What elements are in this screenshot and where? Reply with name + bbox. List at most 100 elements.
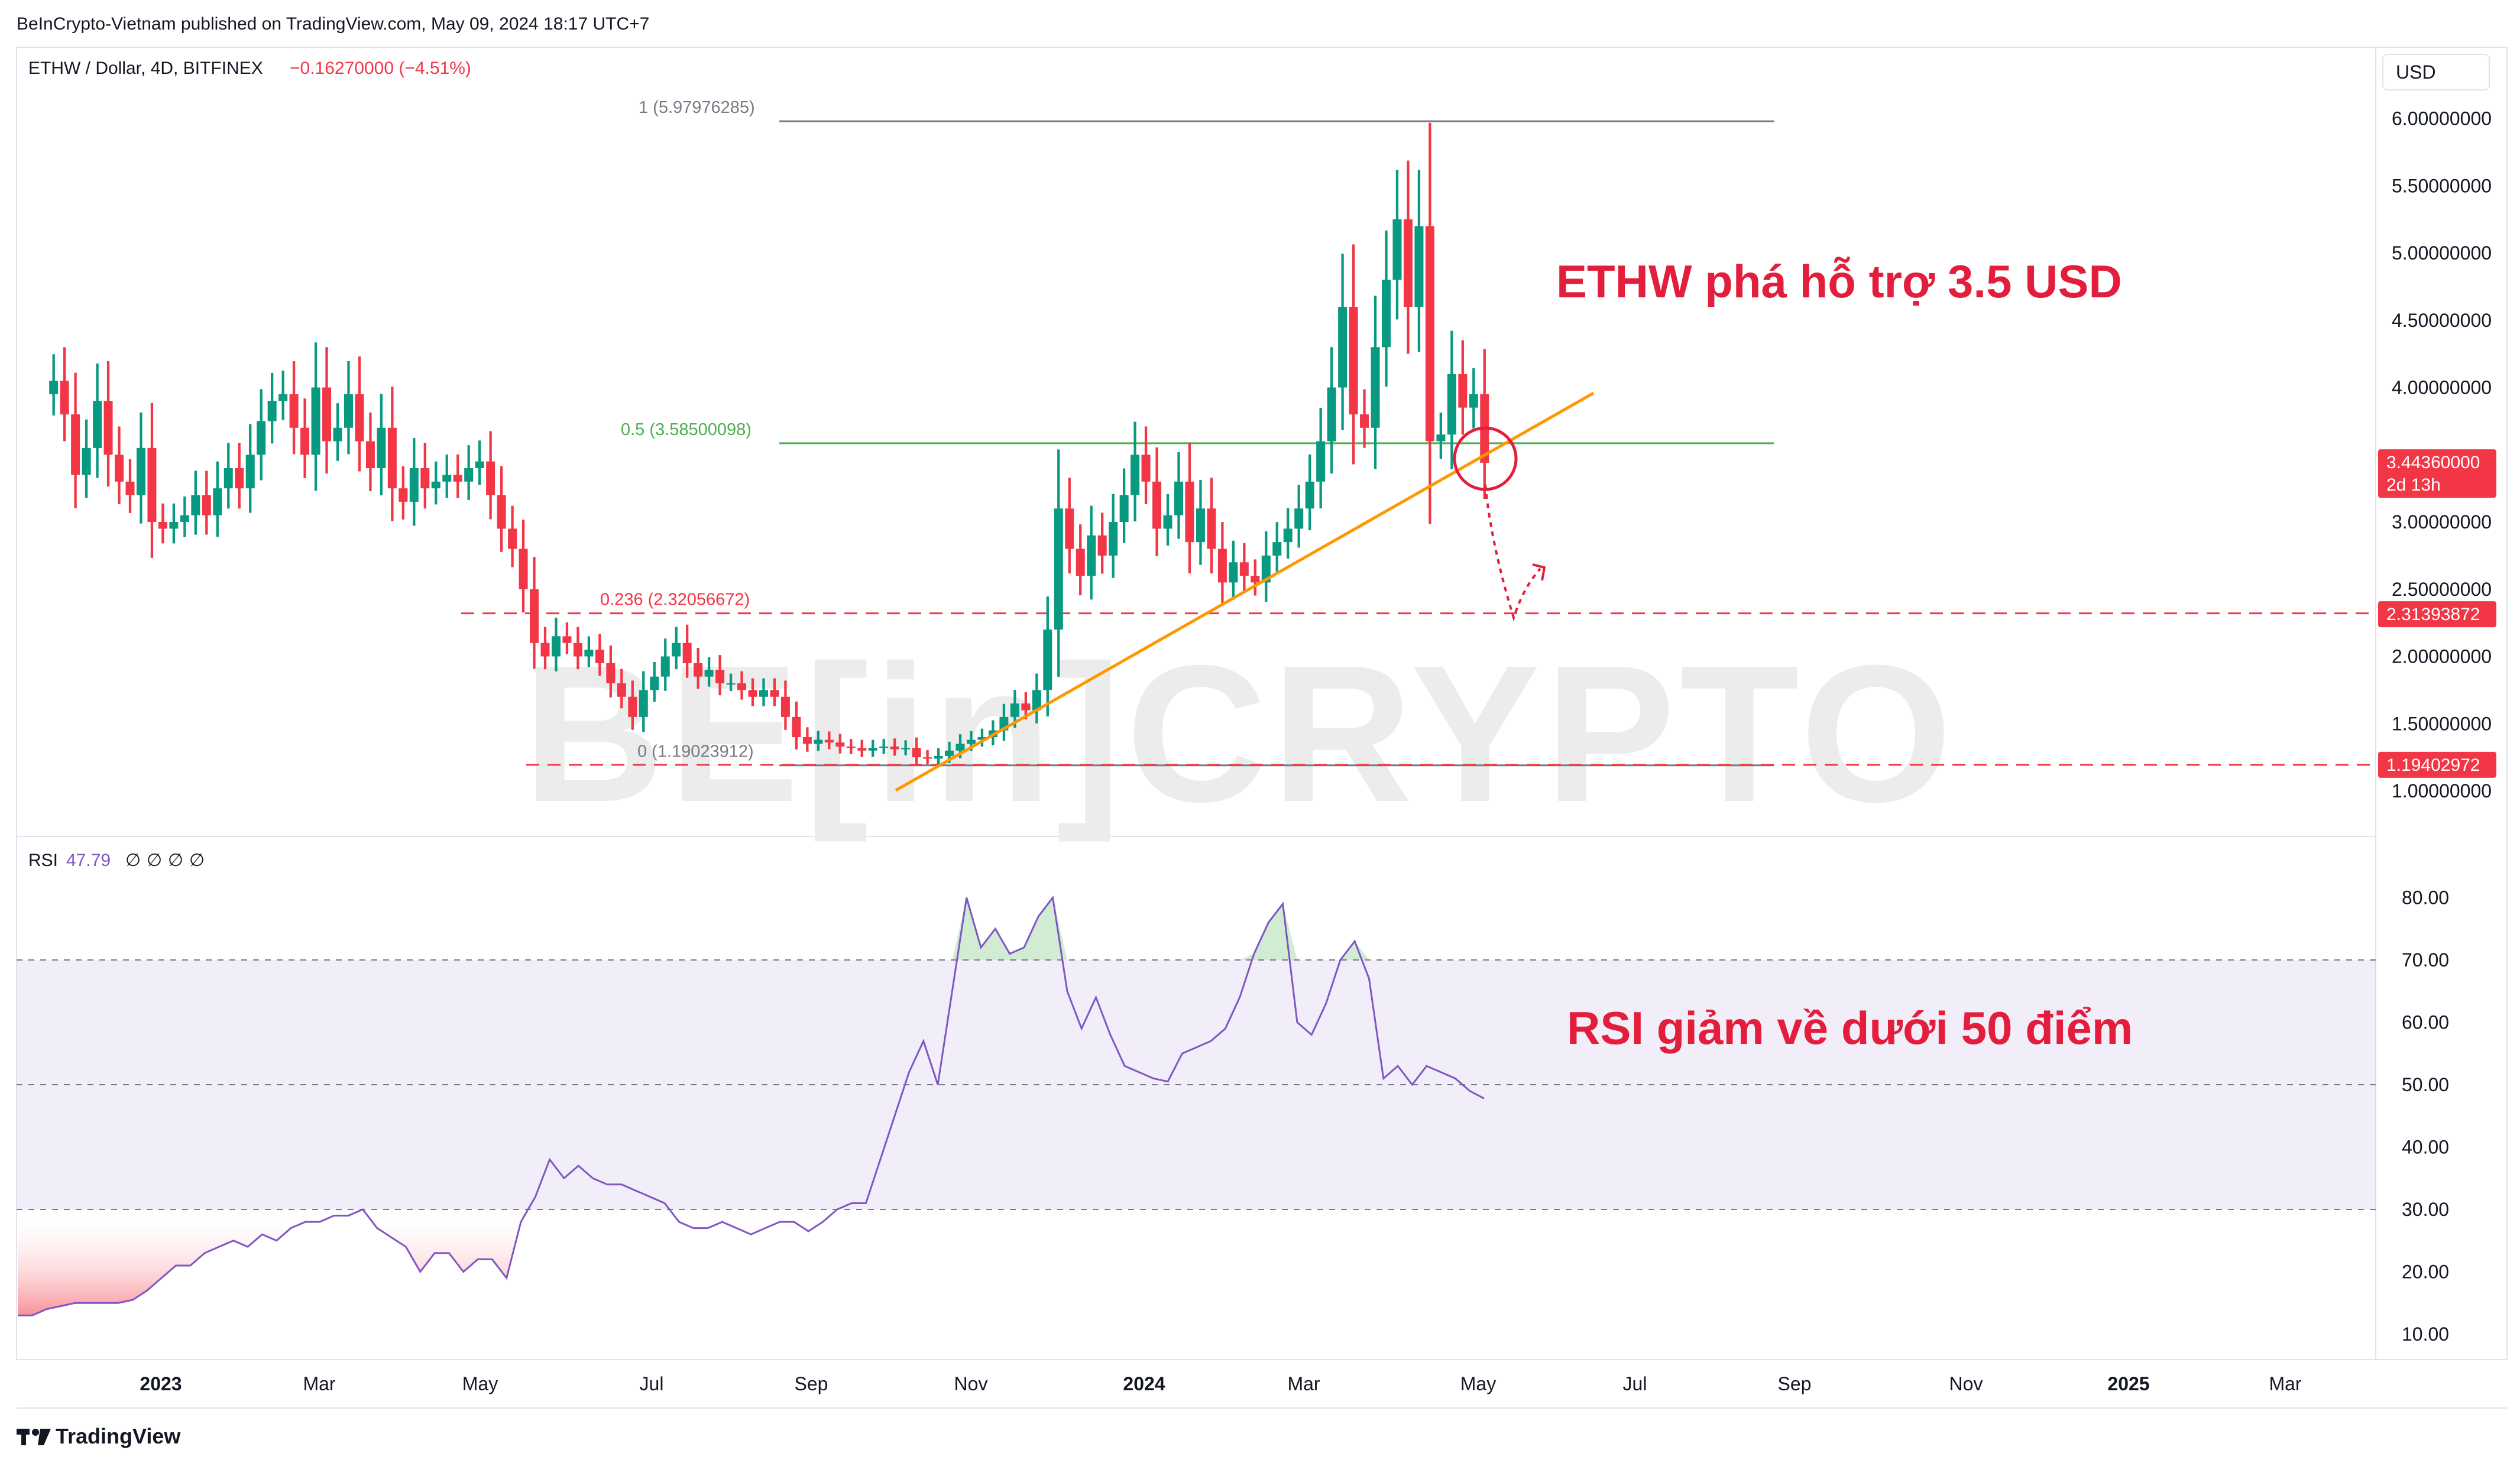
candle (1480, 349, 1489, 499)
candle (431, 461, 440, 505)
candle (387, 387, 397, 521)
candle-body (355, 394, 364, 442)
candle-body (759, 690, 768, 697)
candle (1414, 170, 1424, 352)
candle-body (278, 394, 288, 401)
candle-body (977, 737, 987, 740)
candle (1185, 442, 1194, 573)
candle (1043, 596, 1052, 717)
price-tag: 1.19402972 (2378, 751, 2496, 778)
rsi-axis-labels: 10.00 20.00 30.00 40.00 50.00 60.00 70.00 80.00 (2402, 887, 2449, 1345)
time-tick-label: Jul (1623, 1373, 1647, 1394)
rsi-tick-label: 80.00 (2402, 887, 2449, 909)
candle-body (1381, 280, 1391, 348)
candle (519, 520, 528, 613)
candle (1447, 330, 1456, 469)
candle-body (1360, 414, 1369, 428)
candle (901, 740, 911, 755)
candle-body (93, 401, 102, 448)
candle-body (377, 427, 386, 468)
candle (1229, 540, 1238, 600)
candle-body (1087, 535, 1096, 576)
fib-retracement: 1 (5.97976285) 0.5 (3.58500098) 0.236 (2.3… (461, 98, 2376, 767)
candle (1261, 531, 1271, 602)
time-tick-label: May (1460, 1373, 1496, 1394)
candle-body (1065, 508, 1074, 549)
candle-body (1076, 549, 1085, 576)
candle-body (1109, 522, 1118, 556)
candle (333, 403, 342, 461)
candle (49, 354, 59, 416)
candle-body (934, 755, 943, 759)
candle-body (344, 394, 353, 428)
candle (224, 443, 233, 509)
candle-body (1229, 562, 1238, 583)
candle-body (1217, 549, 1227, 583)
time-tick-label: Mar (303, 1373, 335, 1394)
candle (562, 622, 572, 654)
candle-body (115, 455, 124, 482)
candle (322, 347, 332, 474)
candle-body (103, 401, 113, 455)
tradingview-logo-icon (17, 1429, 51, 1445)
symbol-legend[interactable]: ETHW / Dollar, 4D, BITFINEX −0.16270000 … (28, 59, 471, 78)
candle-body (387, 427, 397, 489)
rsi-overbought-fill (18, 897, 1484, 960)
candle (355, 356, 364, 472)
candle-body (770, 690, 779, 697)
price-tick-label: 4.00000000 (2392, 377, 2492, 398)
candle-body (158, 522, 167, 529)
candle-body (846, 746, 856, 748)
candle (748, 678, 757, 706)
time-tick-label: Nov (954, 1373, 988, 1394)
candle-body (1163, 515, 1172, 529)
candle (1152, 447, 1162, 556)
trendline-group (895, 391, 1595, 792)
price-tick-label: 3.00000000 (2392, 511, 2492, 533)
candle (737, 671, 747, 700)
candle (180, 496, 189, 537)
candle (399, 466, 408, 520)
candle-body (606, 663, 616, 683)
price-tag: 3.44360000 2d 13h (2378, 449, 2496, 498)
rsi-legend-title: RSI (28, 851, 58, 870)
candle-body (49, 381, 59, 394)
candle (136, 412, 145, 524)
price-scale[interactable] (2375, 47, 2508, 1360)
candle (1316, 407, 1326, 509)
candle-body (169, 522, 179, 529)
rsi-tick-label: 50.00 (2402, 1074, 2449, 1095)
candle (912, 737, 921, 766)
candle (420, 443, 430, 509)
candle (300, 398, 310, 478)
price-tick-label: 1.50000000 (2392, 713, 2492, 734)
rsi-tick-label: 30.00 (2402, 1199, 2449, 1220)
candle (1109, 494, 1118, 578)
candle (1425, 122, 1434, 524)
candle-body (835, 742, 845, 747)
price-tick-label: 1.00000000 (2392, 780, 2492, 802)
candle-body (1371, 347, 1380, 428)
candle (1217, 522, 1227, 604)
candle (464, 445, 474, 500)
candle (409, 438, 419, 526)
candle-body (890, 746, 899, 750)
candle (1087, 505, 1096, 600)
rsi-tick-label: 20.00 (2402, 1261, 2449, 1283)
candle (103, 361, 113, 487)
candle (1381, 231, 1391, 387)
candle-body (551, 636, 561, 657)
price-tag-value: 1.19402972 (2386, 755, 2480, 775)
candle-body (1043, 630, 1052, 690)
rsi-tick-label: 40.00 (2402, 1137, 2449, 1158)
time-tick-label: May (462, 1373, 498, 1394)
candle-body (235, 468, 244, 489)
currency-selector[interactable]: USD (2382, 54, 2490, 90)
candle (442, 454, 452, 498)
rsi-tick-label: 60.00 (2402, 1012, 2449, 1033)
candle (486, 431, 495, 520)
candle (71, 372, 80, 508)
tradingview-brand[interactable]: TradingView (17, 1424, 181, 1448)
candle-body (289, 394, 299, 428)
price-tag-value: 3.44360000 (2386, 453, 2480, 472)
